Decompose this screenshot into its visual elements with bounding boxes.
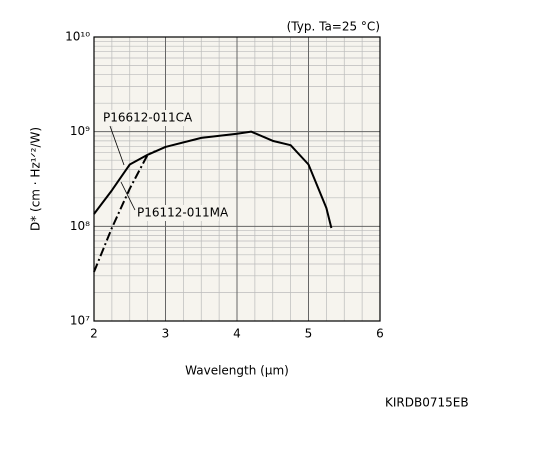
series-label: P16612-011CA bbox=[103, 111, 193, 125]
x-tick-label: 2 bbox=[90, 327, 98, 341]
y-axis-label: D* (cm · Hz¹ᐟ²/W) bbox=[29, 127, 43, 231]
y-tick-label: 10⁷ bbox=[70, 314, 90, 328]
note: (Typ. Ta=25 °C) bbox=[287, 20, 380, 34]
series-label: P16112-011MA bbox=[137, 206, 229, 220]
leader-line bbox=[120, 181, 136, 211]
label-bg bbox=[101, 110, 185, 126]
x-tick-label: 6 bbox=[376, 327, 384, 341]
footer: KIRDB0715EB bbox=[385, 396, 469, 410]
x-tick-label: 4 bbox=[233, 327, 241, 341]
y-tick-label: 10¹⁰ bbox=[65, 30, 90, 44]
plot-frame bbox=[93, 36, 381, 322]
leader-line bbox=[109, 125, 125, 166]
y-tick-label: 10⁹ bbox=[70, 124, 90, 138]
x-tick-label: 5 bbox=[305, 327, 313, 341]
x-tick-label: 3 bbox=[162, 327, 170, 341]
y-tick-label: 10⁸ bbox=[70, 219, 90, 233]
label-bg bbox=[135, 205, 219, 221]
line bbox=[93, 150, 156, 273]
x-axis-label: Wavelength (μm) bbox=[185, 364, 289, 378]
line bbox=[93, 130, 333, 229]
